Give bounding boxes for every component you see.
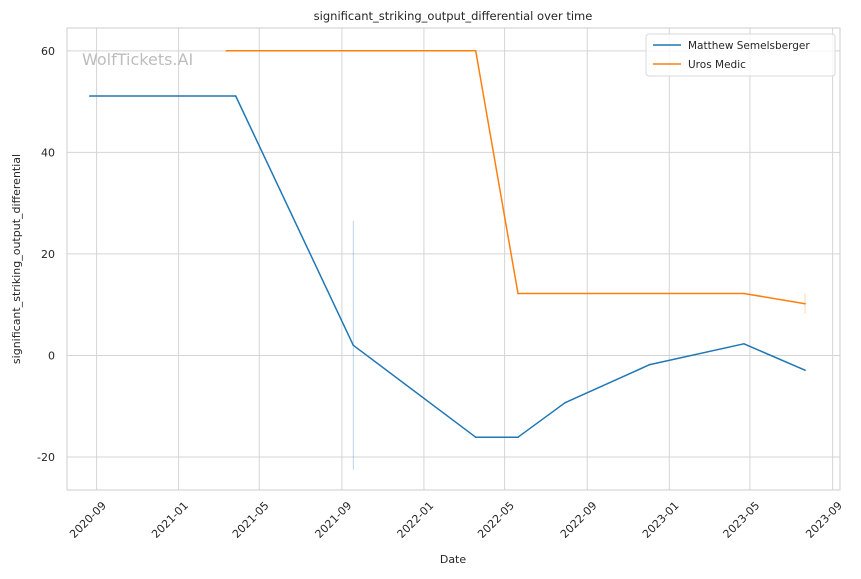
series-1-point-8 (743, 342, 745, 345)
series-2-point-4 (743, 292, 745, 295)
series-2-point-5 (804, 302, 806, 305)
x-tick-label-0: 2020-09 (67, 499, 109, 541)
series-1-point-2 (234, 95, 237, 97)
series-1-point-7 (648, 363, 651, 366)
x-axis-label: Date (440, 553, 467, 566)
series-2-point-1 (225, 50, 228, 52)
series-1-point-1 (89, 95, 91, 97)
legend-box (645, 33, 836, 77)
plot-background (67, 28, 840, 490)
legend: Matthew Semelsberger Uros Medic (645, 33, 836, 77)
y-tick-label-2: 20 (41, 248, 55, 261)
x-tick-label-1: 2021-01 (149, 499, 191, 541)
legend-label-1: Matthew Semelsberger (688, 40, 810, 52)
x-tick-label-5: 2022-05 (475, 499, 517, 541)
series-2-point-2 (474, 50, 477, 52)
x-tick-label-6: 2022-09 (558, 499, 600, 541)
y-tick-label-4: 60 (41, 45, 55, 58)
series-1-point-9 (804, 369, 806, 371)
series-layer (89, 50, 806, 470)
series-2-point-3 (517, 292, 519, 295)
series-1-point-6 (564, 401, 566, 404)
y-tick-label-0: -20 (37, 451, 55, 464)
x-tick-label-2: 2021-05 (230, 499, 272, 541)
y-tick-label-3: 40 (41, 146, 55, 159)
y-axis-label: significant_striking_output_differential (10, 154, 23, 364)
x-tick-label-7: 2023-01 (640, 499, 682, 541)
legend-label-2: Uros Medic (688, 59, 746, 71)
x-tick-label-3: 2021-09 (313, 499, 355, 541)
y-tick-label-1: 0 (48, 349, 55, 362)
plot-frame (66, 27, 841, 491)
watermark-text: WolfTickets.AI (82, 50, 193, 69)
series-1-point-3 (352, 344, 355, 347)
series-1-point-5 (517, 436, 519, 439)
chart-title: significant_striking_output_differential… (314, 9, 593, 23)
x-tick-label-9: 2023-09 (803, 499, 845, 541)
series-1-point-4 (474, 436, 477, 439)
x-tick-label-8: 2023-05 (721, 499, 763, 541)
x-tick-label-4: 2022-01 (395, 499, 437, 541)
